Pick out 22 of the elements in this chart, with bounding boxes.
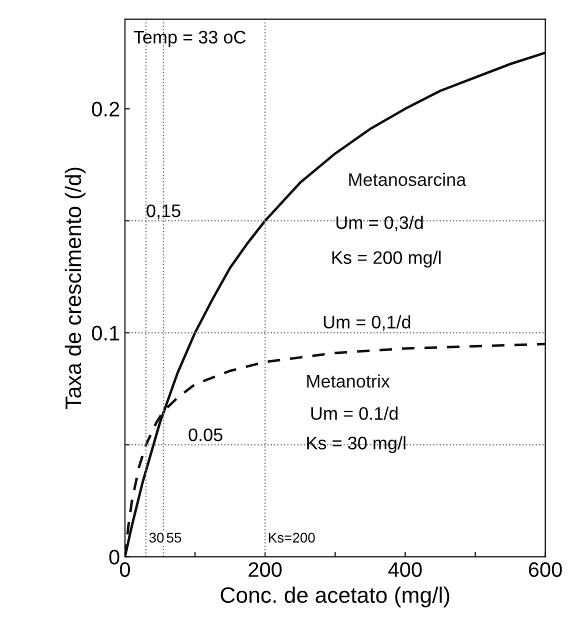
y-tick-label: 0.2 [92,102,120,117]
x-tick-label: 0 [120,562,130,577]
annotation: Ks = 200 mg/l [332,250,441,268]
y-tick-label: 0.1 [92,326,120,341]
ref-line-label: 55 [166,532,182,543]
annotation: Ks = 30 mg/l [307,436,406,454]
ref-line-label: Ks=200 [269,532,315,543]
series-label: Metanosarcina [349,172,466,186]
ref-line-label: 0.05 [188,428,222,442]
annotation: Temp = 33 oC [134,30,246,48]
annotation: Um = 0.1/d [311,406,398,420]
annotation: Um = 0,3/d [336,216,423,232]
y-tick-label: 0 [109,550,120,565]
ref-line-label: 30 [149,532,164,543]
series-label: Metanotrix [307,374,390,388]
ref-line-label: 0,15 [146,204,180,220]
x-tick-label: 600 [528,562,562,577]
y-axis-title: Taxa de crescimento (/d) [64,168,86,410]
x-axis-title: Conc. de acetato (mg/l) [220,586,450,608]
x-tick-label: 400 [388,562,422,577]
x-tick-label: 200 [248,562,282,577]
annotation: Um = 0,1/d [324,315,410,331]
